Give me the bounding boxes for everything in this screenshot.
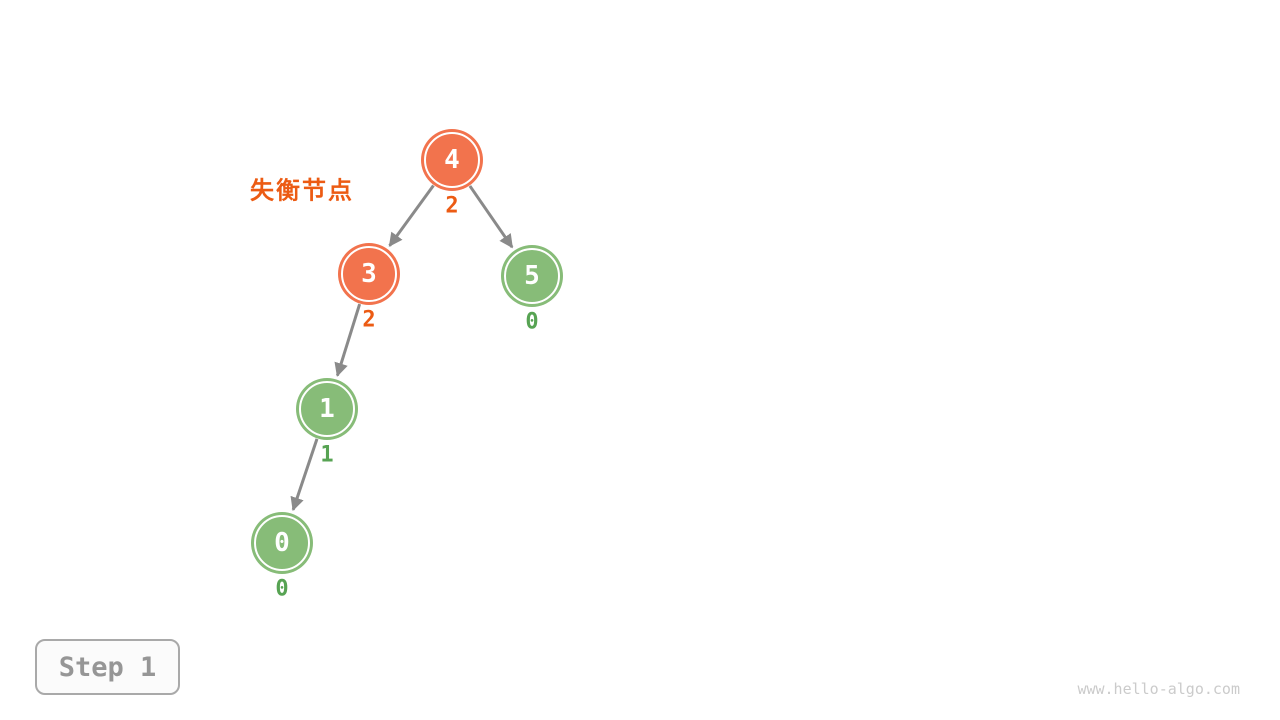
tree-node-3: 3	[341, 246, 397, 302]
tree-edge	[468, 185, 514, 249]
unbalanced-node-annotation: 失衡节点	[250, 176, 354, 205]
step-badge-label: Step 1	[58, 651, 157, 683]
step-badge: Step 1	[35, 639, 180, 695]
tree-edge	[334, 303, 362, 377]
tree-edge	[290, 438, 319, 512]
node-value: 3	[361, 259, 377, 289]
tree-node-1: 1	[299, 381, 355, 437]
node-value: 1	[319, 394, 335, 424]
node-value: 5	[524, 261, 540, 291]
tree-node-0: 0	[254, 515, 310, 571]
tree-edge	[388, 184, 435, 247]
balance-factor-of-4: 2	[445, 193, 459, 219]
balance-factor-of-0: 0	[275, 576, 289, 602]
balance-factor-of-5: 0	[525, 309, 539, 335]
node-value: 4	[444, 145, 460, 175]
watermark: www.hello-algo.com	[1077, 680, 1240, 698]
balance-factor-of-1: 1	[320, 442, 334, 468]
balance-factor-of-3: 2	[362, 307, 376, 333]
tree-node-5: 5	[504, 248, 560, 304]
node-value: 0	[274, 528, 290, 558]
tree-node-4: 4	[424, 132, 480, 188]
